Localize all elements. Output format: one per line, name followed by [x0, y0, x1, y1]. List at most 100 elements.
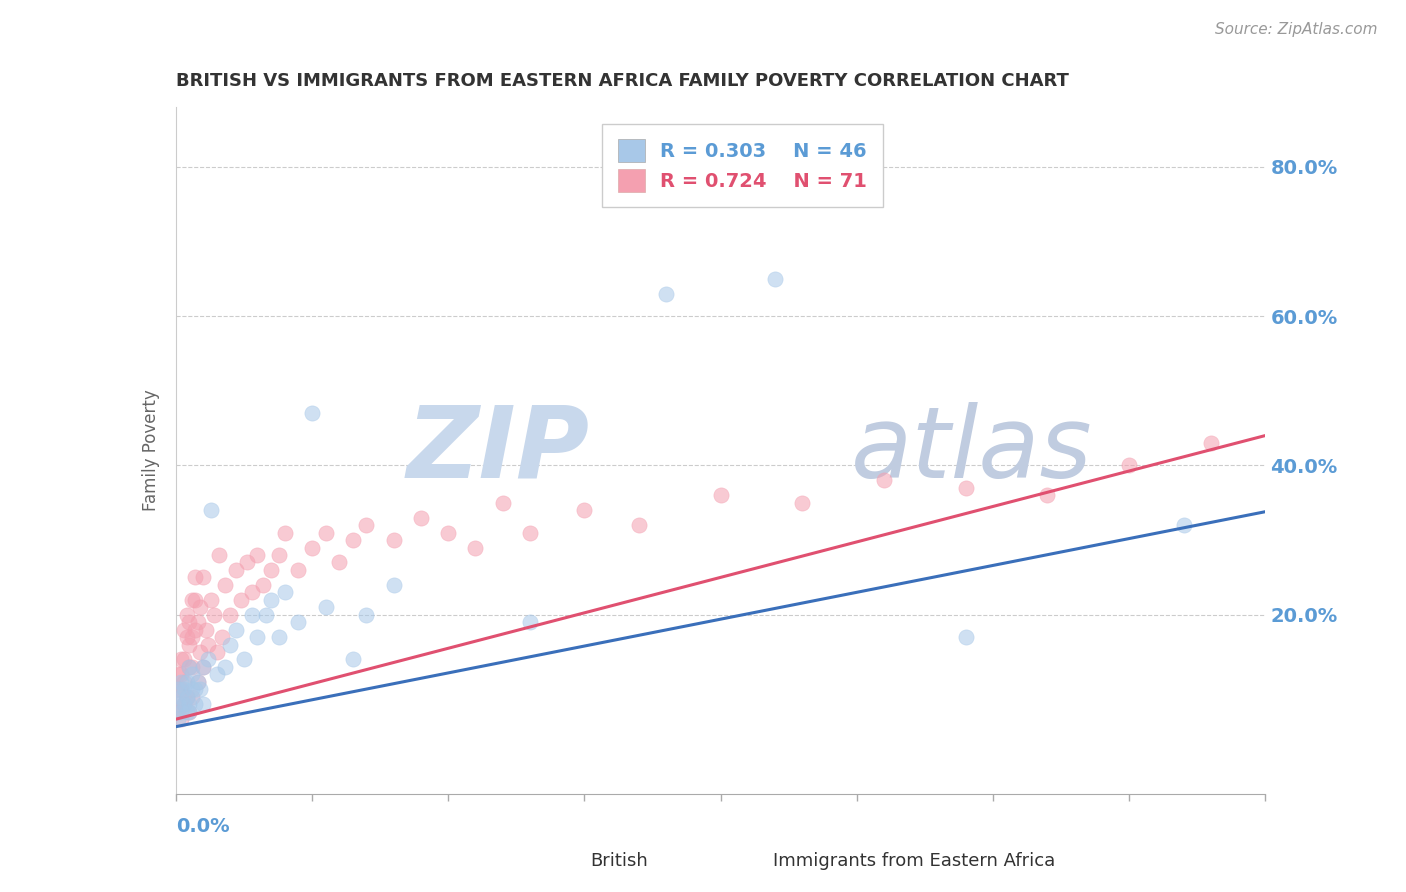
- Point: [191, 660, 214, 674]
- Point: [208, 548, 231, 562]
- Point: [173, 652, 195, 666]
- Point: [232, 652, 254, 666]
- Point: [205, 667, 228, 681]
- Point: [184, 570, 207, 584]
- Point: [173, 682, 195, 697]
- Point: [181, 630, 204, 644]
- Point: [179, 660, 201, 674]
- Point: [181, 667, 204, 681]
- Point: [219, 607, 242, 622]
- Point: [763, 271, 786, 285]
- Point: [492, 496, 515, 510]
- Text: British: British: [591, 852, 648, 870]
- Point: [1036, 488, 1059, 502]
- Point: [246, 548, 269, 562]
- Point: [173, 674, 195, 689]
- Point: [260, 563, 283, 577]
- Point: [191, 570, 214, 584]
- Point: [170, 690, 193, 704]
- Point: [315, 525, 337, 540]
- Point: [254, 607, 277, 622]
- Point: [574, 503, 596, 517]
- Point: [269, 630, 291, 644]
- Point: [252, 578, 274, 592]
- Point: [710, 488, 733, 502]
- Point: [167, 698, 190, 712]
- Point: [301, 541, 323, 555]
- Point: [179, 638, 201, 652]
- Point: [627, 518, 650, 533]
- Point: [170, 667, 193, 681]
- Point: [792, 496, 814, 510]
- Point: [176, 690, 198, 704]
- Text: 0.0%: 0.0%: [176, 817, 229, 836]
- Point: [167, 682, 190, 697]
- Point: [179, 660, 201, 674]
- Point: [519, 615, 541, 630]
- Point: [356, 518, 378, 533]
- Point: [246, 630, 269, 644]
- Point: [225, 563, 247, 577]
- Point: [274, 585, 297, 599]
- Point: [167, 667, 190, 681]
- Point: [235, 556, 257, 570]
- Point: [197, 652, 219, 666]
- Point: [188, 600, 211, 615]
- Point: [179, 705, 201, 719]
- Point: [184, 698, 207, 712]
- Point: [287, 563, 309, 577]
- Point: [240, 607, 263, 622]
- Text: ZIP: ZIP: [406, 402, 591, 499]
- Point: [200, 503, 222, 517]
- Point: [328, 556, 350, 570]
- Point: [269, 548, 291, 562]
- Point: [240, 585, 263, 599]
- Point: [342, 533, 364, 547]
- Point: [519, 525, 541, 540]
- Point: [186, 615, 209, 630]
- Point: [191, 698, 214, 712]
- Point: [202, 607, 225, 622]
- Point: [219, 638, 242, 652]
- Point: [179, 705, 201, 719]
- Point: [176, 607, 198, 622]
- Point: [287, 615, 309, 630]
- Point: [260, 592, 283, 607]
- Point: [167, 705, 190, 719]
- Point: [176, 674, 198, 689]
- Point: [186, 674, 209, 689]
- Point: [873, 473, 896, 487]
- Point: [301, 406, 323, 420]
- Point: [955, 481, 977, 495]
- Y-axis label: Family Poverty: Family Poverty: [142, 390, 160, 511]
- Point: [655, 286, 678, 301]
- Point: [167, 712, 190, 726]
- Point: [170, 682, 193, 697]
- Text: Immigrants from Eastern Africa: Immigrants from Eastern Africa: [773, 852, 1056, 870]
- Point: [170, 652, 193, 666]
- Point: [197, 638, 219, 652]
- Point: [211, 630, 233, 644]
- Point: [184, 592, 207, 607]
- Text: BRITISH VS IMMIGRANTS FROM EASTERN AFRICA FAMILY POVERTY CORRELATION CHART: BRITISH VS IMMIGRANTS FROM EASTERN AFRIC…: [176, 72, 1069, 90]
- Point: [315, 600, 337, 615]
- Point: [173, 698, 195, 712]
- Point: [356, 607, 378, 622]
- Point: [1199, 436, 1222, 450]
- Point: [342, 652, 364, 666]
- Point: [181, 592, 204, 607]
- Legend: R = 0.303    N = 46, R = 0.724    N = 71: R = 0.303 N = 46, R = 0.724 N = 71: [602, 124, 883, 208]
- Point: [231, 592, 253, 607]
- Point: [167, 698, 190, 712]
- Point: [1173, 518, 1195, 533]
- Point: [186, 674, 209, 689]
- Point: [176, 705, 198, 719]
- Point: [409, 510, 432, 524]
- Point: [464, 541, 486, 555]
- Point: [181, 682, 204, 697]
- Point: [188, 682, 211, 697]
- Point: [173, 623, 195, 637]
- Point: [1118, 458, 1140, 473]
- Point: [191, 660, 214, 674]
- Point: [179, 698, 201, 712]
